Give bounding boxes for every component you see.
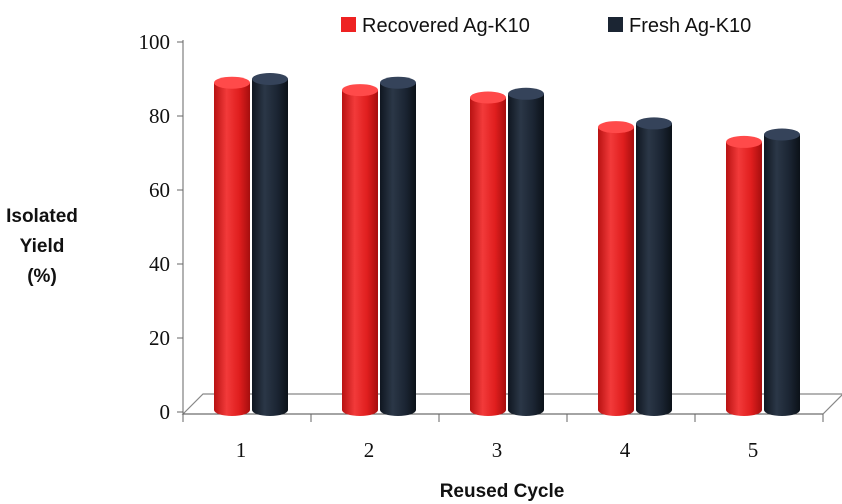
y-tick-label: 0 — [160, 400, 171, 424]
x-tick-label: 4 — [620, 438, 631, 462]
bar-recovered-cycle-1 — [214, 76, 250, 416]
y-tick-label: 20 — [149, 326, 170, 350]
y-tick-label: 80 — [149, 104, 170, 128]
legend-label-recovered: Recovered Ag-K10 — [362, 15, 530, 37]
bars-group — [214, 73, 800, 417]
y-tick-label: 40 — [149, 252, 170, 276]
legend-swatch-fresh — [608, 17, 623, 32]
bar-cap — [342, 84, 378, 97]
y-axis-title-line-1: Isolated — [6, 206, 78, 227]
x-tick-label: 2 — [364, 438, 375, 462]
bar-body — [214, 82, 250, 416]
y-axis-title-line-2: Yield — [20, 236, 65, 257]
y-tick-label: 60 — [149, 178, 170, 202]
bar-cap — [214, 76, 250, 89]
legend-swatch-recovered — [341, 17, 356, 32]
bar-cap — [636, 117, 672, 130]
x-tick-label: 1 — [236, 438, 247, 462]
x-tick-label: 3 — [492, 438, 503, 462]
bar-body — [252, 79, 288, 416]
bar-cap — [252, 73, 288, 85]
bar-body — [342, 90, 378, 416]
bar-cap — [598, 121, 634, 134]
bar-body — [726, 141, 762, 416]
legend: Recovered Ag-K10 Fresh Ag-K10 — [341, 15, 751, 37]
bar-cap — [380, 76, 416, 89]
legend-label-fresh: Fresh Ag-K10 — [629, 15, 751, 37]
y-axis-ticks: 0 20 40 60 80 100 — [139, 30, 183, 424]
bar-body — [598, 127, 634, 416]
bar-cap — [726, 135, 762, 148]
bar-body — [508, 93, 544, 417]
x-axis-ticks: 1 2 3 4 5 — [182, 414, 824, 462]
bar-cap — [508, 87, 544, 100]
x-tick-label: 5 — [748, 438, 759, 462]
y-tick-label: 100 — [139, 30, 171, 54]
bar-recovered-cycle-4 — [598, 121, 634, 416]
bar-recovered-cycle-5 — [726, 135, 762, 416]
bar-cap — [764, 128, 800, 141]
bar-fresh-cycle-4 — [636, 117, 672, 417]
bar-fresh-cycle-3 — [508, 87, 544, 417]
bar-cap — [470, 91, 506, 104]
bar-fresh-cycle-1 — [252, 73, 288, 416]
x-axis-title: Reused Cycle — [440, 481, 565, 502]
bar-body — [636, 123, 672, 417]
bar-body — [764, 134, 800, 416]
bar-body — [470, 97, 506, 416]
bar-recovered-cycle-2 — [342, 84, 378, 416]
bar-recovered-cycle-3 — [470, 91, 506, 416]
bar-body — [380, 82, 416, 416]
bar-fresh-cycle-2 — [380, 76, 416, 416]
bar-fresh-cycle-5 — [764, 128, 800, 416]
y-axis-title-line-3: (%) — [27, 266, 57, 287]
